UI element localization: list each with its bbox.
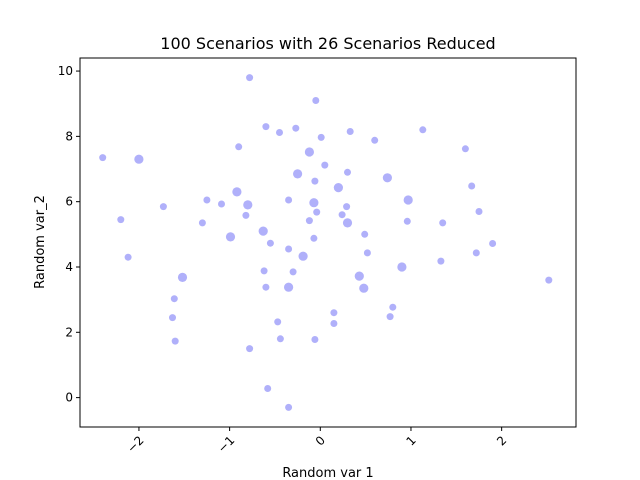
scatter-point	[262, 123, 270, 131]
scatter-point	[285, 245, 293, 253]
x-tick-label: 2	[494, 433, 509, 448]
scatter-point	[285, 196, 293, 204]
scatter-point	[274, 318, 282, 326]
scatter-point	[305, 217, 313, 225]
scatter-point	[232, 187, 242, 197]
scatter-point	[124, 253, 132, 261]
scatter-point	[382, 173, 392, 183]
scatter-point	[344, 168, 351, 176]
scatter-point	[246, 74, 254, 82]
scatter-point	[342, 218, 353, 228]
scatter-point	[198, 219, 206, 227]
scatter-point	[311, 336, 319, 343]
x-tick-label: −1	[215, 433, 237, 455]
plot-frame	[79, 57, 577, 428]
scatter-point	[330, 320, 338, 327]
y-tick-label: 0	[65, 391, 73, 405]
x-axis-ticks: −2 −1 0 1 2	[124, 427, 509, 456]
scatter-point	[134, 154, 144, 164]
scatter-point	[293, 169, 303, 179]
scatter-point	[419, 126, 427, 134]
chart-title: 100 Scenarios with 26 Scenarios Reduced	[160, 34, 495, 53]
scatter-point	[170, 295, 178, 303]
scatter-point	[468, 182, 476, 190]
scatter-point	[317, 133, 325, 141]
scatter-point	[321, 161, 329, 169]
scatter-point	[311, 177, 319, 185]
y-tick-label: 6	[65, 195, 73, 209]
x-tick-label: 1	[403, 433, 418, 448]
x-tick-label: −2	[124, 433, 146, 455]
scatter-point	[260, 267, 268, 275]
scatter-point	[489, 240, 497, 247]
y-axis-ticks: 0 2 4 6 8 10	[58, 64, 80, 405]
scatter-point	[285, 403, 293, 411]
scatter-point	[262, 283, 270, 291]
scatter-point	[397, 262, 407, 272]
scatter-point	[304, 147, 314, 157]
scatter-point	[266, 239, 274, 247]
y-tick-label: 4	[65, 260, 73, 274]
scatter-point	[343, 203, 351, 211]
scatter-point	[225, 232, 236, 242]
scatter-point	[354, 271, 364, 281]
scatter-point	[289, 268, 297, 276]
scatter-point	[258, 226, 268, 236]
scatter-point	[346, 128, 354, 135]
scatter-point	[276, 335, 284, 343]
scatter-point	[389, 303, 397, 311]
scatter-point	[246, 345, 254, 353]
scatter-point	[338, 211, 346, 219]
scatter-point	[169, 314, 176, 322]
scatter-point	[235, 143, 243, 151]
scatter-point	[218, 200, 225, 208]
scatter-point	[99, 154, 107, 162]
scatter-point	[242, 211, 250, 219]
scatter-point	[310, 234, 318, 242]
y-tick-label: 2	[65, 325, 73, 339]
scatter-point	[309, 198, 319, 208]
scatter-point	[371, 136, 379, 144]
scatter-point	[330, 309, 338, 317]
y-axis-label: Random var_2	[33, 195, 48, 289]
scatter-point	[403, 195, 413, 205]
scatter-point	[203, 196, 211, 204]
x-tick-label: 0	[313, 433, 328, 448]
scatter-point	[159, 203, 167, 211]
scatter-point	[243, 200, 253, 210]
scatter-point	[171, 337, 179, 345]
scatter-point	[264, 385, 272, 392]
scatter-point	[117, 216, 125, 224]
point-layer	[99, 74, 553, 411]
scatter-point	[177, 272, 188, 282]
y-tick-label: 10	[58, 64, 73, 78]
scatter-point	[475, 208, 483, 215]
scatter-point	[313, 208, 321, 216]
scatter-point	[361, 230, 369, 238]
scatter-point	[461, 145, 469, 153]
scatter-point	[545, 276, 553, 284]
scatter-point	[386, 313, 394, 321]
scatter-point	[403, 217, 411, 225]
scatter-point	[298, 251, 308, 261]
scatter-point	[333, 183, 343, 193]
scatter-point	[363, 249, 371, 257]
scatter-point	[276, 129, 283, 136]
scatter-point	[359, 283, 369, 293]
scatter-point	[472, 249, 480, 257]
x-axis-label: Random var 1	[282, 466, 373, 480]
scatter-point	[312, 97, 320, 104]
scatter-point	[439, 219, 447, 227]
y-tick-label: 8	[65, 129, 73, 143]
scatter-point	[437, 257, 445, 265]
scatter-point	[284, 282, 294, 292]
scatter-point	[292, 124, 300, 132]
